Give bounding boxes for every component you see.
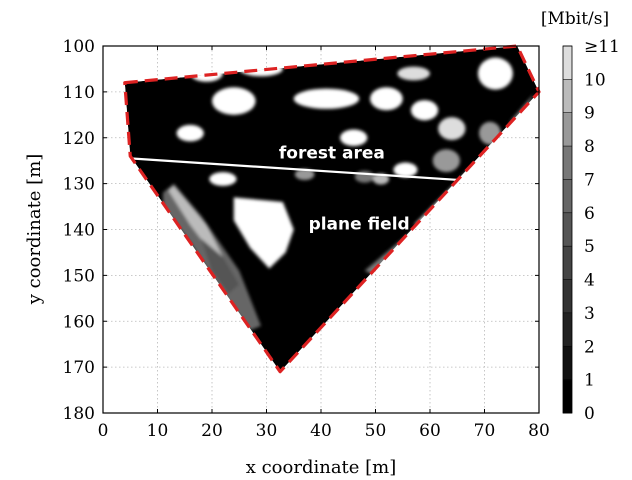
y-tick-label: 130 (63, 175, 95, 195)
region-boundary-line (130, 157, 480, 183)
y-tick-label: 140 (63, 221, 95, 241)
colorbar-segment (563, 346, 572, 381)
x-tick-label: 50 (365, 421, 387, 441)
rate-map: forest area plane field (123, 44, 541, 374)
x-tick-label: 30 (256, 421, 278, 441)
colorbar-segment (563, 112, 572, 147)
colorbar-tick-label: 1 (584, 371, 595, 391)
rate-blob (294, 168, 315, 180)
colorbar-tick-label: 7 (584, 170, 595, 190)
rate-patch (233, 197, 294, 269)
rate-patch (201, 238, 240, 294)
y-tick-label: 150 (63, 266, 95, 286)
y-tick-label: 110 (63, 83, 95, 103)
rate-patch (168, 185, 223, 258)
colorbar-tick-label: 9 (584, 104, 595, 124)
region-label: forest area (279, 143, 385, 163)
colorbar-tick-label: 3 (584, 304, 595, 324)
colorbar-segment (563, 146, 572, 180)
x-tick-label: 0 (98, 421, 109, 441)
rate-patch (364, 94, 534, 276)
colorbar-tick-label: 10 (584, 70, 606, 90)
colorbar-tick-label: 5 (584, 237, 595, 257)
measurement-area-outline (123, 44, 541, 374)
x-axis-ticks: 0 10 20 30 40 50 60 70 80 (98, 46, 550, 441)
colorbar-unit-label: [Mbit/s] (541, 9, 609, 29)
rate-blob (176, 124, 204, 142)
rate-blob (432, 149, 460, 173)
rate-blob (209, 172, 237, 186)
x-tick-label: 80 (528, 421, 550, 441)
x-axis-label: x coordinate [m] (246, 457, 397, 478)
colorbar-segment (563, 312, 572, 347)
colorbar: 0 1 2 3 4 5 6 7 8 9 10 ≥11 (562, 37, 620, 424)
y-axis-ticks: 100 110 120 130 140 150 160 170 180 (63, 37, 539, 424)
y-tick-label: 160 (63, 312, 95, 332)
x-tick-label: 60 (419, 421, 441, 441)
region-label: plane field (309, 215, 410, 235)
rate-blob (477, 57, 513, 90)
rate-blob (479, 121, 501, 145)
rate-blob (370, 87, 403, 111)
rate-blob (393, 162, 418, 178)
colorbar-tick-label: 8 (584, 137, 595, 157)
x-tick-label: 40 (310, 421, 332, 441)
y-tick-label: 120 (63, 129, 95, 149)
colorbar-tick-label: 6 (584, 204, 595, 224)
y-axis-label: y coordinate [m] (24, 154, 45, 306)
colorbar-tick-label: 2 (584, 337, 595, 357)
rate-blob (410, 100, 439, 121)
colorbar-segment (563, 246, 572, 281)
colorbar-tick-label: ≥11 (584, 37, 620, 57)
x-tick-label: 20 (201, 421, 223, 441)
x-tick-label: 70 (474, 421, 496, 441)
y-tick-label: 100 (63, 37, 95, 57)
colorbar-segment (563, 212, 572, 247)
rate-map-clip (124, 46, 540, 372)
colorbar-tick-label: 0 (584, 404, 595, 424)
colorbar-segment (563, 179, 572, 214)
rate-blob (212, 87, 256, 115)
colorbar-segment (563, 79, 572, 114)
rate-blob (372, 173, 390, 185)
colorbar-segment (563, 379, 572, 414)
x-tick-label: 10 (147, 421, 169, 441)
y-tick-label: 170 (63, 358, 95, 378)
rate-blob (340, 129, 368, 147)
colorbar-tick-label: 4 (584, 271, 595, 291)
colorbar-segment (563, 279, 572, 314)
y-tick-label: 180 (63, 404, 95, 424)
rate-blob (438, 117, 466, 141)
rate-blob (397, 66, 430, 81)
colorbar-segment (563, 46, 572, 80)
rate-blob (293, 88, 360, 109)
